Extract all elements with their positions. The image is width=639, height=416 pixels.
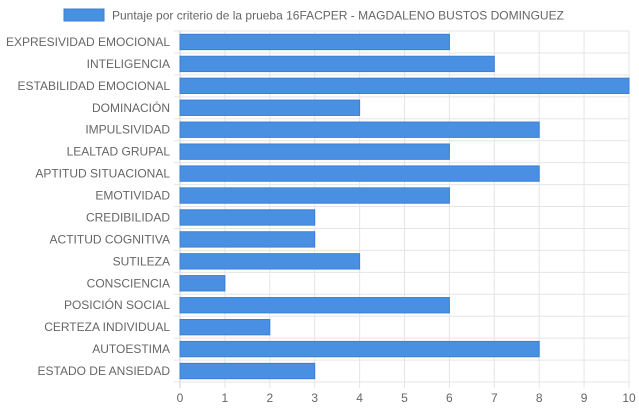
category-label: CERTEZA INDIVIDUAL	[44, 320, 170, 334]
legend[interactable]: Puntaje por criterio de la prueba 16FACP…	[63, 8, 564, 23]
category-label: ESTADO DE ANSIEDAD	[38, 364, 171, 378]
x-tick-label: 3	[311, 391, 318, 405]
bar[interactable]	[179, 165, 540, 182]
bar[interactable]	[179, 318, 271, 336]
bar[interactable]	[179, 55, 495, 73]
bar[interactable]	[179, 253, 361, 270]
category-label: INTELIGENCIA	[87, 57, 170, 71]
category-label: POSICIÓN SOCIAL	[64, 297, 170, 312]
category-label: ESTABILIDAD EMOCIONAL	[18, 79, 171, 93]
category-label: CONSCIENCIA	[87, 276, 170, 290]
x-tick-label: 10	[622, 391, 636, 405]
category-label: DOMINACIÓN	[92, 100, 170, 115]
category-label: SUTILEZA	[113, 254, 170, 268]
bar[interactable]	[179, 77, 630, 95]
category-label: CREDIBILIDAD	[86, 210, 170, 224]
bar[interactable]	[179, 187, 450, 204]
category-label: IMPULSIVIDAD	[85, 123, 170, 137]
category-label: ACTITUD COGNITIVA	[50, 232, 170, 246]
legend-label: Puntaje por criterio de la prueba 16FACP…	[112, 9, 564, 23]
x-tick-label: 5	[401, 391, 408, 405]
category-labels: EXPRESIVIDAD EMOCIONAL INTELIGENCIA ESTABI…	[6, 35, 170, 378]
bar[interactable]	[179, 99, 361, 116]
bar[interactable]	[179, 275, 226, 292]
x-tick-label: 4	[356, 391, 363, 405]
category-label: EXPRESIVIDAD EMOCIONAL	[6, 35, 170, 49]
x-tick-label: 1	[222, 391, 229, 405]
category-label: APTITUD SITUACIONAL	[35, 167, 170, 181]
category-label: AUTOESTIMA	[92, 342, 170, 356]
category-label: EMOTIVIDAD	[95, 189, 170, 203]
bars	[179, 33, 630, 380]
x-tick-label: 8	[536, 391, 543, 405]
bar[interactable]	[179, 121, 540, 138]
bar[interactable]	[179, 297, 450, 314]
bar[interactable]	[179, 33, 450, 51]
x-tick-label: 9	[581, 391, 588, 405]
bar[interactable]	[179, 340, 540, 358]
legend-swatch	[63, 8, 105, 22]
x-tick-label: 7	[491, 391, 498, 405]
x-tick-label: 2	[266, 391, 273, 405]
x-axis-tick-labels: 0 1 2 3 4 5 6 7 8 9 10	[177, 391, 636, 405]
bar[interactable]	[179, 231, 316, 248]
bar[interactable]	[179, 209, 316, 226]
x-tick-label: 6	[446, 391, 453, 405]
bar[interactable]	[179, 362, 316, 380]
x-tick-label: 0	[177, 391, 184, 405]
category-label: LEALTAD GRUPAL	[67, 145, 171, 159]
bar[interactable]	[179, 143, 450, 160]
